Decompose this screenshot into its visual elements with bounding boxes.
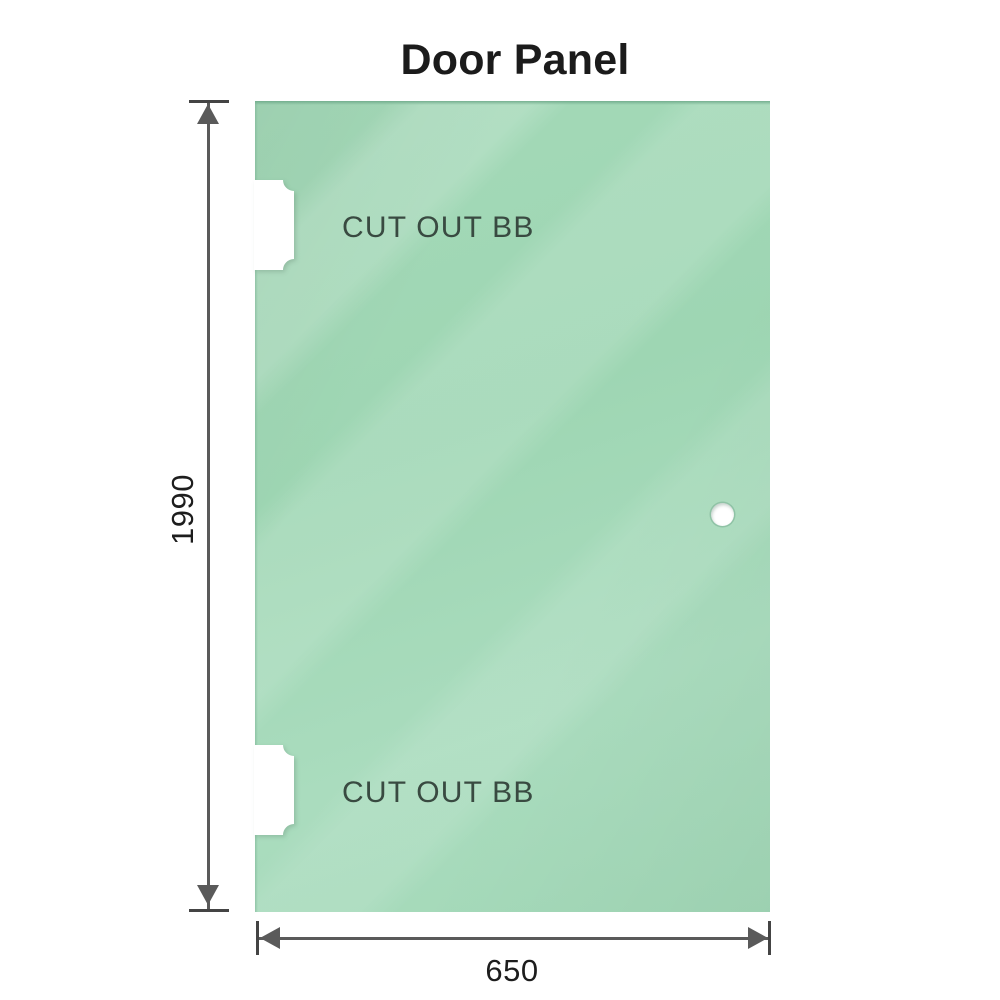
cutout-lower: [254, 745, 300, 835]
door-panel: CUT OUT BB CUT OUT BB: [254, 101, 770, 912]
dim-height-tick-bottom: [189, 909, 229, 912]
cutout-upper: [254, 180, 300, 270]
cutout-lower-label: CUT OUT BB: [342, 776, 535, 809]
dim-width-line: [259, 937, 768, 940]
dim-height-arrow-bottom-icon: [197, 885, 219, 905]
cutout-upper-label: CUT OUT BB: [342, 211, 535, 244]
dim-width-tick-right: [768, 921, 771, 955]
dim-height-arrow-top-icon: [197, 104, 219, 124]
dim-width-label: 650: [485, 953, 539, 988]
dim-height-line: [207, 103, 210, 909]
panel-top-edge: [255, 101, 770, 105]
dim-height-label: 1990: [165, 474, 200, 545]
cutout-lower-shape: [254, 745, 294, 835]
cutout-upper-shape: [254, 180, 294, 270]
page-title: Door Panel: [400, 36, 630, 84]
dim-width-tick-left: [256, 921, 259, 955]
dim-width-arrow-right-icon: [748, 927, 768, 949]
panel-left-edge: [255, 101, 258, 912]
dim-height-tick-top: [189, 100, 229, 103]
handle-hole: [711, 503, 734, 526]
glass-surface: [255, 101, 770, 912]
dim-width-arrow-left-icon: [260, 927, 280, 949]
